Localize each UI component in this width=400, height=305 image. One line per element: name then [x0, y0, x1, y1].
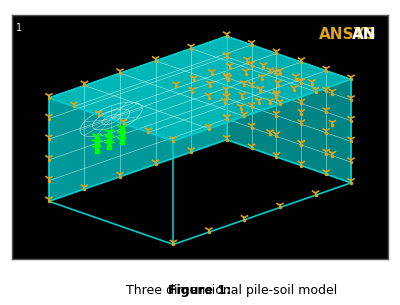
Text: Three dimensional pile-soil model: Three dimensional pile-soil model: [122, 284, 338, 297]
Text: AN: AN: [352, 27, 377, 42]
Polygon shape: [49, 36, 351, 141]
Polygon shape: [227, 36, 351, 183]
Text: 1: 1: [16, 23, 22, 33]
Text: ANSYS: ANSYS: [319, 27, 377, 42]
Text: Figure 1:: Figure 1:: [168, 284, 232, 297]
Polygon shape: [49, 36, 227, 201]
